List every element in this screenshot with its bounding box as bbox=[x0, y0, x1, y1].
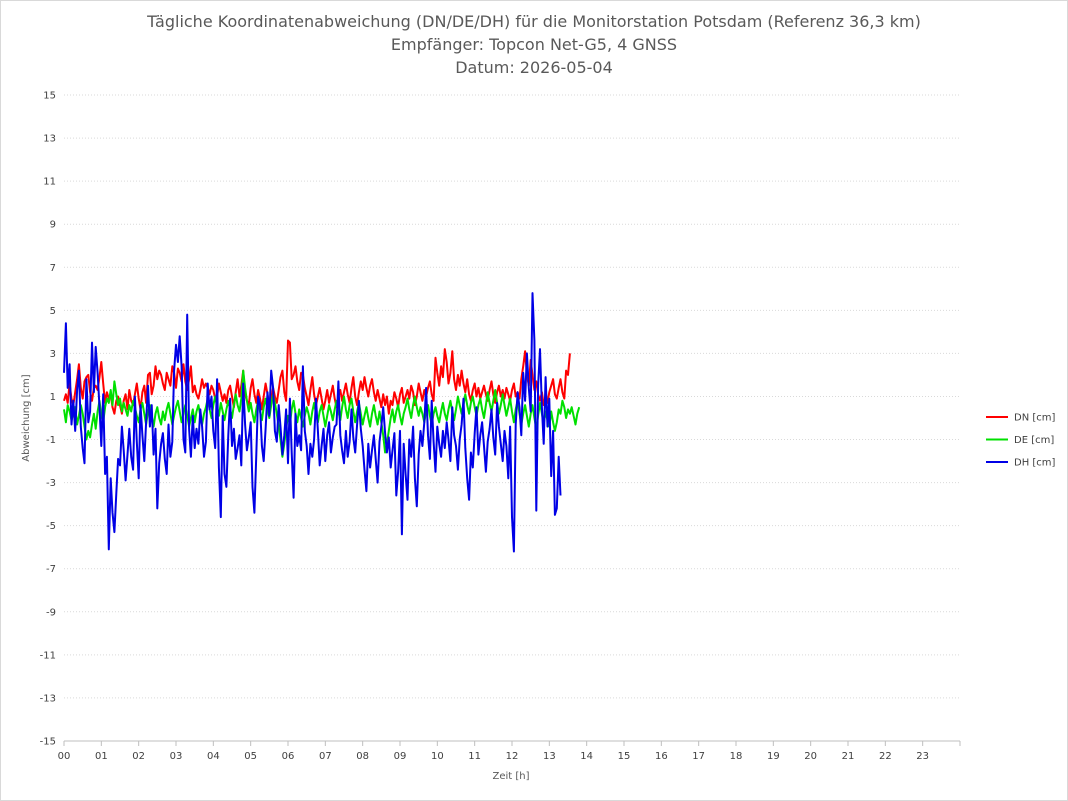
chart-subtitle-receiver: Empfänger: Topcon Net-G5, 4 GNSS bbox=[390, 35, 678, 54]
x-tick-label: 02 bbox=[132, 751, 145, 762]
y-tick-label: -9 bbox=[46, 607, 56, 618]
y-tick-label: 11 bbox=[43, 177, 56, 188]
y-tick-label: 3 bbox=[50, 349, 56, 360]
chart-title: Tägliche Koordinatenabweichung (DN/DE/DH… bbox=[147, 12, 921, 31]
legend: DN [cm] DE [cm] DH [cm] bbox=[986, 413, 1056, 469]
x-tick-label: 04 bbox=[207, 751, 220, 762]
x-tick-label: 21 bbox=[842, 751, 855, 762]
chart-subtitle-date: Datum: 2026-05-04 bbox=[455, 58, 613, 77]
y-tick-label: -7 bbox=[46, 564, 56, 575]
x-tick-label: 08 bbox=[356, 751, 369, 762]
y-tick-label: -15 bbox=[40, 737, 56, 748]
x-tick-label: 23 bbox=[916, 751, 929, 762]
y-axis-title: Abweichung [cm] bbox=[21, 374, 32, 461]
x-tick-label: 15 bbox=[618, 751, 631, 762]
x-tick-label: 12 bbox=[506, 751, 519, 762]
x-tick-label: 20 bbox=[804, 751, 817, 762]
legend-label: DN [cm] bbox=[1014, 413, 1056, 424]
y-tick-label: 15 bbox=[43, 91, 56, 102]
y-tick-label: 1 bbox=[50, 392, 56, 403]
y-tick-label: 13 bbox=[43, 134, 56, 145]
x-tick-label: 09 bbox=[394, 751, 407, 762]
x-tick-label: 00 bbox=[58, 751, 71, 762]
x-tick-label: 11 bbox=[468, 751, 481, 762]
y-tick-label: 7 bbox=[50, 263, 56, 274]
x-tick-label: 22 bbox=[879, 751, 892, 762]
y-tick-label: -11 bbox=[40, 650, 56, 661]
x-tick-label: 06 bbox=[282, 751, 295, 762]
x-axis-title: Zeit [h] bbox=[492, 771, 529, 782]
legend-label: DE [cm] bbox=[1014, 435, 1054, 446]
x-tick-label: 19 bbox=[767, 751, 780, 762]
x-tick-label: 03 bbox=[170, 751, 183, 762]
x-tick-label: 10 bbox=[431, 751, 444, 762]
x-tick-label: 14 bbox=[580, 751, 593, 762]
y-tick-label: 9 bbox=[50, 220, 56, 231]
y-tick-label: -1 bbox=[46, 435, 56, 446]
series-line-dh bbox=[63, 292, 562, 553]
x-tick-label: 05 bbox=[244, 751, 257, 762]
x-tick-label: 18 bbox=[730, 751, 743, 762]
legend-label: DH [cm] bbox=[1014, 458, 1056, 469]
x-tick-label: 16 bbox=[655, 751, 668, 762]
x-tick-label: 13 bbox=[543, 751, 556, 762]
x-tick-label: 01 bbox=[95, 751, 108, 762]
x-tick-label: 17 bbox=[692, 751, 705, 762]
y-tick-label: 5 bbox=[50, 306, 56, 317]
y-tick-label: -13 bbox=[40, 693, 56, 704]
y-tick-label: -3 bbox=[46, 478, 56, 489]
y-tick-label: -5 bbox=[46, 521, 56, 532]
x-tick-label: 07 bbox=[319, 751, 332, 762]
series-lines bbox=[63, 292, 581, 553]
